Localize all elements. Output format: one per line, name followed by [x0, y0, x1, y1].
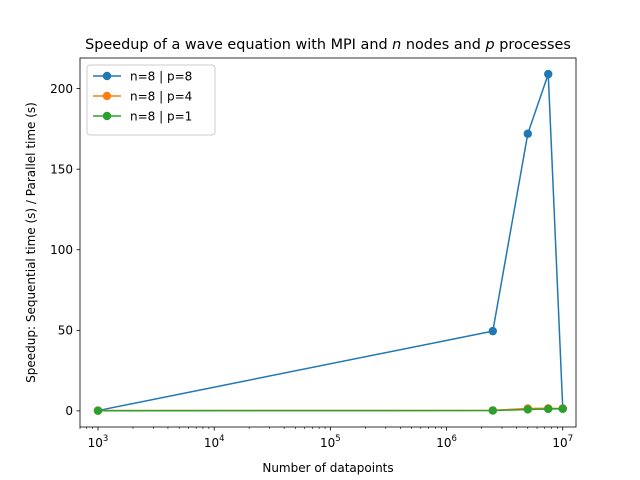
x-tick-label: 104: [204, 434, 225, 450]
legend: n=8 | p=8 n=8 | p=4 n=8 | p=1: [86, 64, 216, 136]
series-layer: [93, 69, 567, 415]
data-point: [93, 406, 103, 415]
data-point: [488, 406, 498, 415]
y-tick-label: 50: [58, 324, 73, 338]
data-point: [544, 69, 553, 79]
data-point: [558, 404, 567, 413]
legend-swatch-marker: [102, 71, 112, 81]
data-point: [488, 326, 498, 336]
x-tick-label: 103: [88, 434, 109, 450]
x-tick-label: 105: [320, 434, 341, 450]
legend-label: n=8 | p=8: [130, 69, 192, 83]
y-tick-label: 150: [50, 162, 73, 176]
chart-title: Speedup of a wave equation with MPI and …: [85, 37, 571, 53]
legend-label: n=8 | p=1: [130, 109, 192, 123]
y-axis-ticks: 0 50 100 150 200: [50, 82, 80, 418]
legend-box: [86, 64, 216, 136]
x-tick-label: 106: [436, 434, 457, 450]
y-tick-label: 200: [50, 82, 73, 96]
y-tick-label: 100: [50, 243, 73, 257]
legend-swatch-marker: [102, 111, 112, 121]
legend-label: n=8 | p=4: [130, 89, 192, 103]
legend-swatch-marker: [102, 91, 112, 101]
x-tick-label: 107: [552, 434, 573, 450]
data-point: [523, 129, 532, 138]
y-tick-label: 0: [65, 404, 73, 418]
y-axis-label: Speedup: Sequential time (s) / Parallel …: [24, 102, 38, 383]
plot-frame: [79, 57, 577, 428]
data-point: [523, 405, 532, 414]
data-point: [544, 404, 553, 414]
x-axis-label: Number of datapoints: [262, 461, 393, 475]
x-axis-ticks: 103 104 105 106 107: [79, 427, 573, 450]
